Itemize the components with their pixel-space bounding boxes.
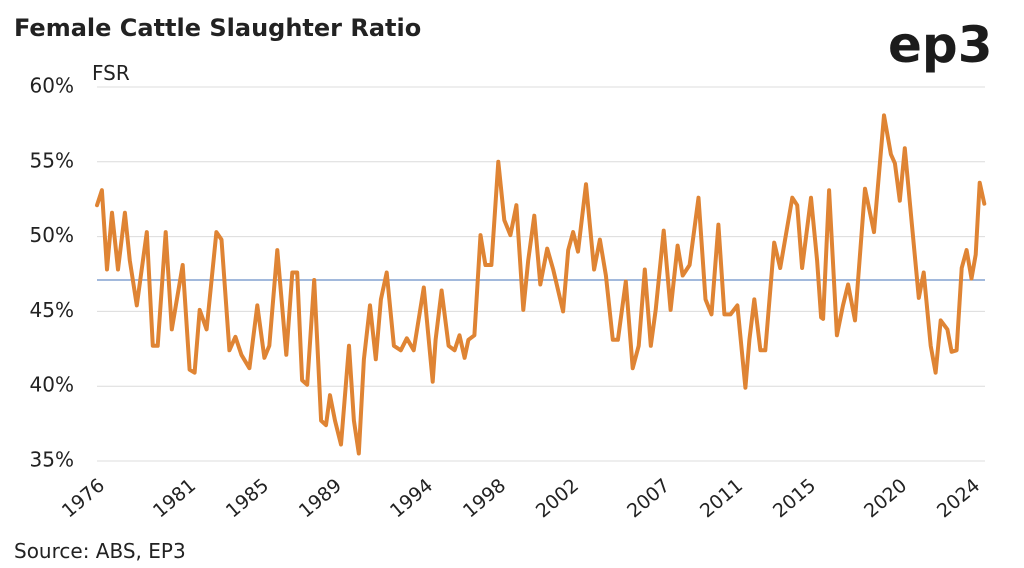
y-tick-label: 40% — [30, 373, 74, 397]
logo: ep3 — [888, 16, 993, 74]
x-tick-label: 1994 — [386, 474, 437, 522]
x-tick-label: 1981 — [149, 474, 200, 522]
source: Source: ABS, EP3 — [14, 539, 186, 563]
y-tick-label: 35% — [30, 448, 74, 472]
x-tick-label: 2015 — [769, 474, 820, 522]
x-tick-label: 1989 — [295, 474, 346, 522]
y-tick-label: 55% — [30, 148, 74, 172]
y-tick-label: 60% — [30, 74, 74, 98]
y-axis-label: FSR — [92, 61, 130, 85]
x-tick-label: 2011 — [696, 474, 747, 522]
x-tick-label: 1985 — [222, 474, 273, 522]
x-tick-label: 2024 — [933, 474, 984, 522]
x-tick-label: 1998 — [459, 474, 510, 522]
y-tick-label: 45% — [30, 298, 74, 322]
y-tick-label: 50% — [30, 223, 74, 247]
data-line — [95, 113, 987, 456]
x-tick-label: 2007 — [623, 474, 674, 522]
x-tick-label: 2002 — [532, 474, 583, 522]
chart-title: Female Cattle Slaughter Ratio — [14, 14, 421, 42]
x-tick-label: 1976 — [58, 474, 109, 522]
x-tick-label: 2020 — [860, 474, 911, 522]
